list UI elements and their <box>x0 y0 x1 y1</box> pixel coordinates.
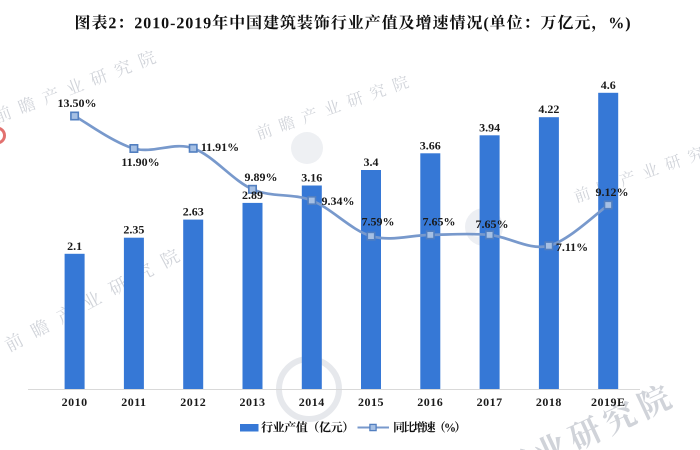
svg-text:2.89: 2.89 <box>242 188 263 202</box>
svg-text:4.22: 4.22 <box>538 102 559 116</box>
svg-text:4.6: 4.6 <box>601 78 616 92</box>
svg-text:2017: 2017 <box>477 395 503 409</box>
svg-text:2019E: 2019E <box>591 395 626 409</box>
svg-text:11.90%: 11.90% <box>121 155 159 169</box>
svg-text:2010: 2010 <box>62 395 88 409</box>
svg-text:2.1: 2.1 <box>67 239 82 253</box>
svg-text:2018: 2018 <box>536 395 562 409</box>
svg-text:3.94: 3.94 <box>479 120 500 134</box>
svg-text:13.50%: 13.50% <box>58 96 97 110</box>
svg-text:2.35: 2.35 <box>123 223 144 237</box>
svg-text:3.66: 3.66 <box>420 138 441 152</box>
svg-text:7.59%: 7.59% <box>362 215 395 229</box>
svg-text:2012: 2012 <box>180 395 206 409</box>
svg-text:9.89%: 9.89% <box>245 170 278 184</box>
svg-text:3.4: 3.4 <box>364 155 379 169</box>
svg-text:11.91%: 11.91% <box>201 140 239 154</box>
svg-text:9.12%: 9.12% <box>596 185 629 199</box>
svg-text:2016: 2016 <box>417 395 443 409</box>
svg-text:3.16: 3.16 <box>301 171 322 185</box>
svg-text:2015: 2015 <box>358 395 384 409</box>
svg-text:7.65%: 7.65% <box>423 215 456 229</box>
svg-text:2014: 2014 <box>299 395 325 409</box>
svg-text:2013: 2013 <box>240 395 266 409</box>
svg-text:2.63: 2.63 <box>183 205 204 219</box>
svg-text:2011: 2011 <box>121 395 146 409</box>
svg-text:7.65%: 7.65% <box>476 217 509 231</box>
svg-text:7.11%: 7.11% <box>556 240 588 254</box>
svg-text:9.34%: 9.34% <box>322 194 355 208</box>
